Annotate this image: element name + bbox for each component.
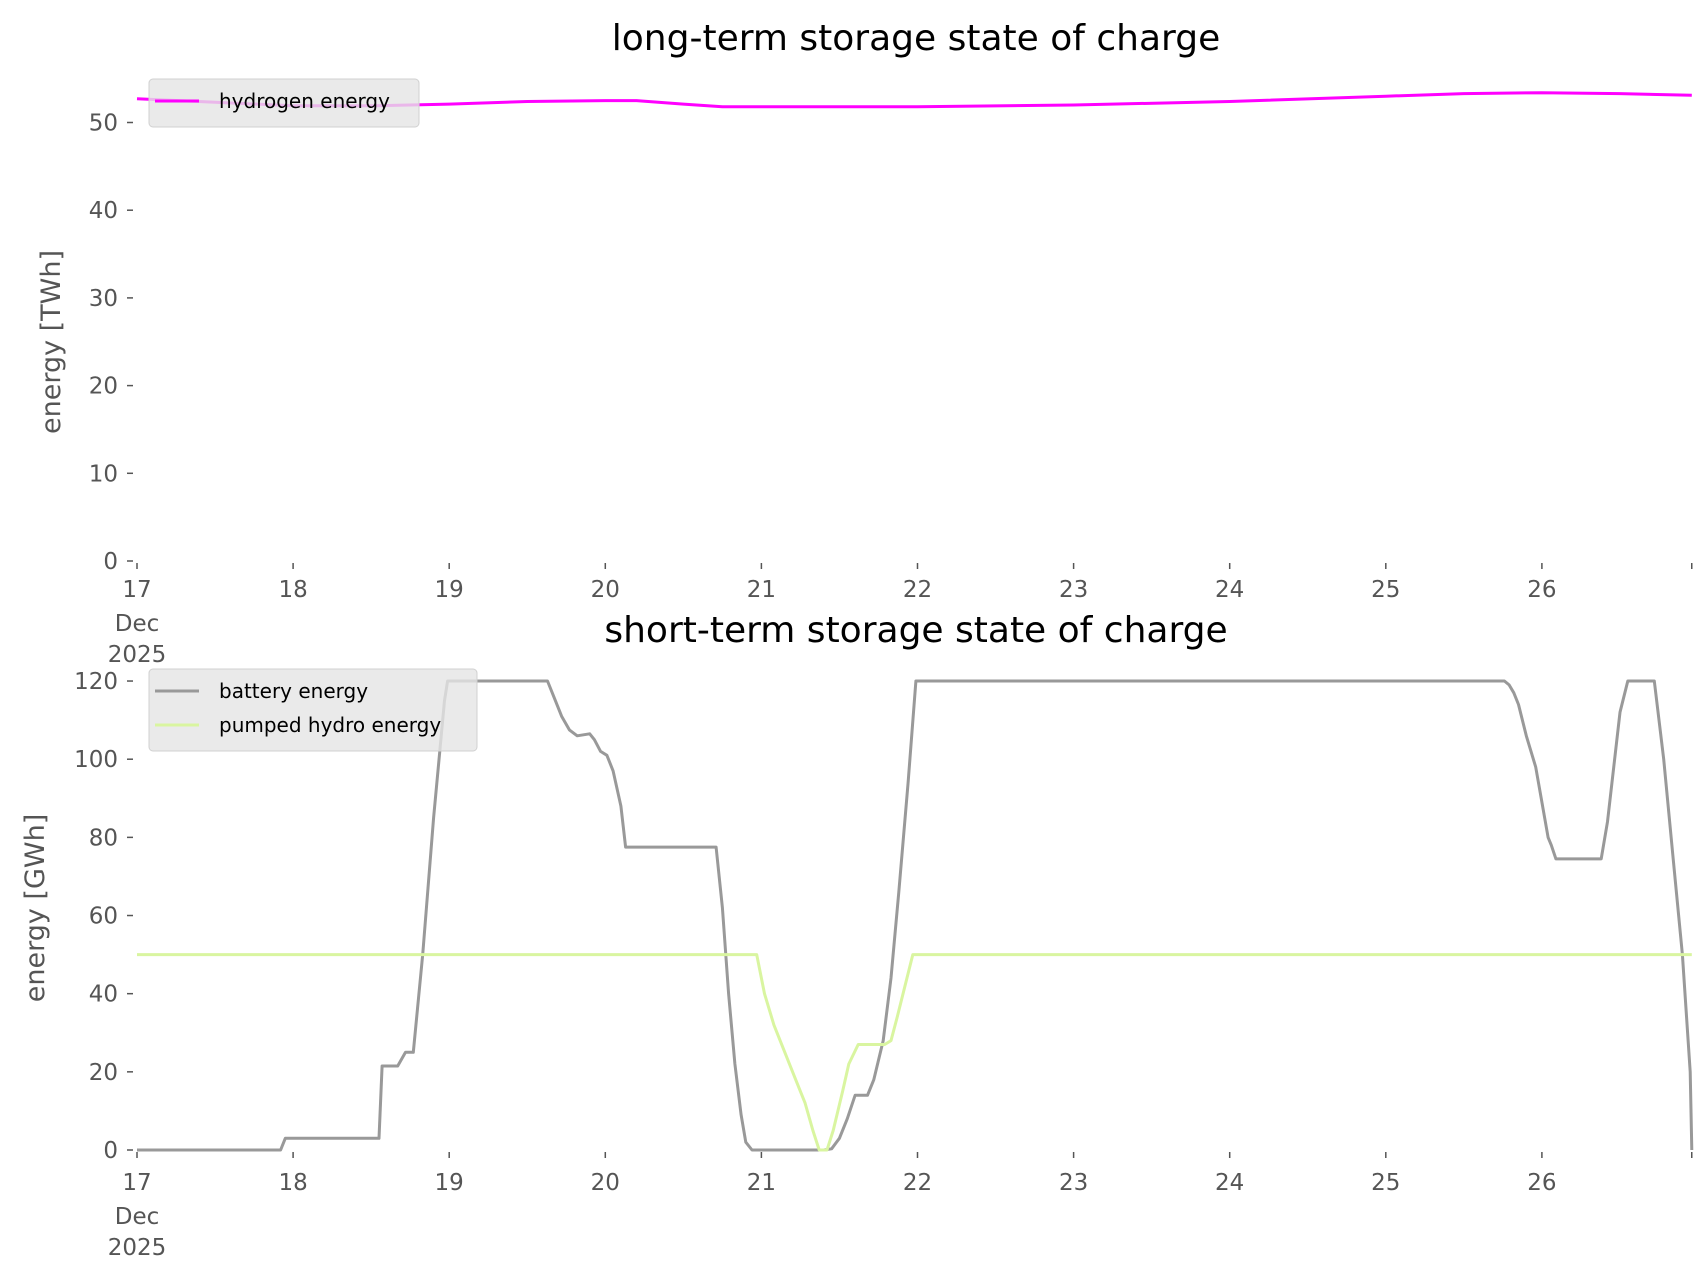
chart-title: long-term storage state of charge	[612, 18, 1220, 59]
x-tick-sublabel: 2025	[108, 642, 167, 668]
x-tick-sublabel: Dec	[115, 611, 160, 637]
series-line-pumped-hydro-energy	[137, 953, 1692, 1152]
axis-ticks: 0 10 20 30 40 50 17 Dec 2025 18 19 20 21 22 23 24 25 26	[89, 111, 1693, 668]
x-tick-label: 23	[1059, 577, 1088, 603]
x-tick-label: 24	[1215, 1170, 1244, 1196]
axis-ticks: 0 20 40 60 80 100 120 17 Dec 2025 18 19 20 21 22 23 24 25…	[74, 669, 1693, 1261]
y-tick-label: 50	[89, 111, 118, 137]
x-tick-label: 17	[122, 577, 151, 603]
legend: battery energy pumped hydro energy	[148, 668, 478, 752]
x-tick-label: 21	[747, 1170, 776, 1196]
legend-label: pumped hydro energy	[219, 713, 441, 737]
x-tick-sublabel: 2025	[108, 1235, 167, 1261]
short-term-chart: short-term storage state of charge energ…	[20, 610, 1694, 1261]
x-tick-label: 23	[1059, 1170, 1088, 1196]
legend: hydrogen energy	[148, 78, 420, 128]
series-line-battery-energy	[137, 679, 1694, 1152]
x-tick-label: 19	[435, 1170, 464, 1196]
x-tick-label: 25	[1371, 1170, 1400, 1196]
y-tick-label: 30	[89, 286, 118, 312]
legend-label: battery energy	[219, 679, 368, 703]
y-tick-label: 0	[103, 549, 118, 575]
y-tick-label: 100	[74, 747, 118, 773]
legend-box	[148, 78, 420, 128]
y-tick-label: 20	[89, 374, 118, 400]
x-tick-label: 20	[591, 1170, 620, 1196]
x-tick-label: 26	[1527, 1170, 1556, 1196]
y-tick-label: 20	[89, 1060, 118, 1086]
x-tick-label: 22	[903, 577, 932, 603]
x-tick-label: 26	[1527, 577, 1556, 603]
y-tick-label: 40	[89, 982, 118, 1008]
x-tick-label: 18	[278, 1170, 307, 1196]
y-tick-label: 60	[89, 904, 118, 930]
x-tick-sublabel: Dec	[115, 1204, 160, 1230]
legend-label: hydrogen energy	[219, 89, 390, 113]
x-tick-label: 24	[1215, 577, 1244, 603]
y-tick-label: 40	[89, 198, 118, 224]
legend-box	[148, 668, 478, 752]
x-tick-label: 22	[903, 1170, 932, 1196]
x-tick-label: 18	[278, 577, 307, 603]
series-lines	[137, 679, 1694, 1152]
long-term-chart: long-term storage state of charge energy…	[36, 18, 1693, 668]
y-tick-label: 10	[89, 461, 118, 487]
y-axis-label: energy [TWh]	[36, 250, 67, 434]
x-tick-label: 20	[591, 577, 620, 603]
y-tick-label: 80	[89, 825, 118, 851]
x-tick-label: 21	[747, 577, 776, 603]
y-tick-label: 0	[103, 1138, 118, 1164]
y-axis-label: energy [GWh]	[20, 814, 51, 1002]
x-tick-label: 25	[1371, 577, 1400, 603]
chart-title: short-term storage state of charge	[604, 610, 1227, 651]
y-tick-label: 120	[74, 669, 118, 695]
x-tick-label: 17	[122, 1170, 151, 1196]
x-tick-label: 19	[435, 577, 464, 603]
